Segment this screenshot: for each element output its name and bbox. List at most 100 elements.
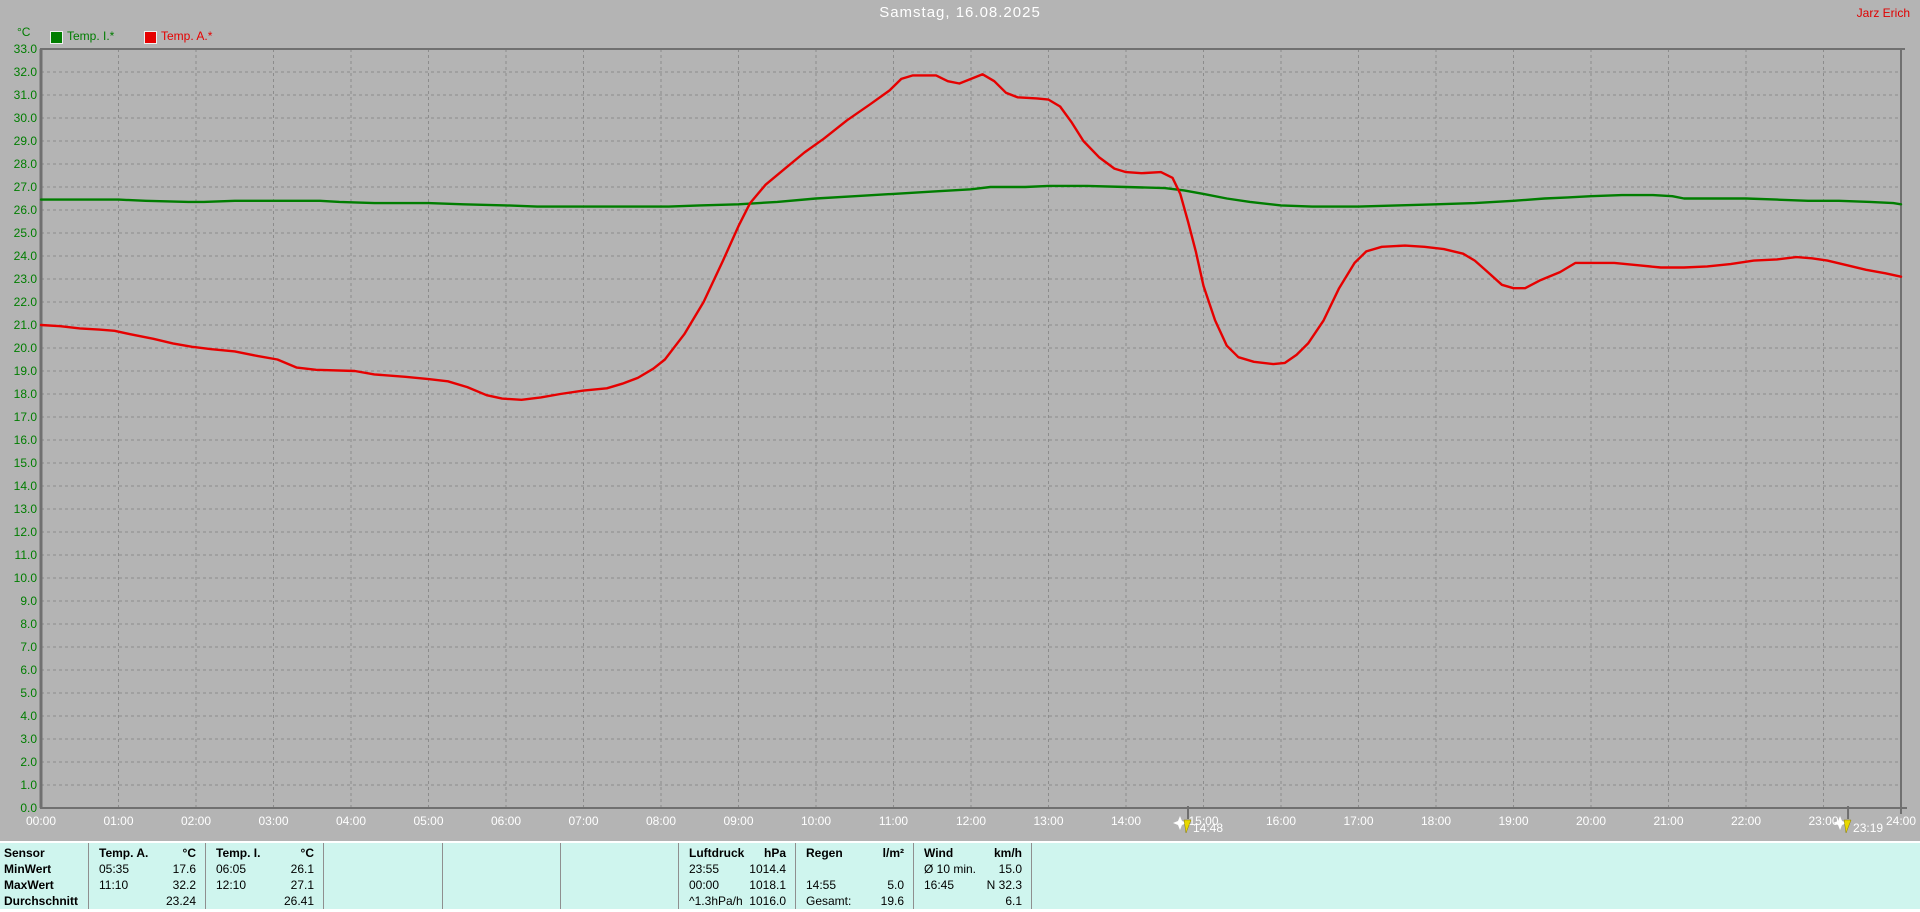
svg-text:14:00: 14:00 — [1111, 814, 1141, 828]
y-axis-labels: 0.0 1.0 2.0 3.0 4.0 5.0 6.0 7.0 8.0 9.0 10.0 11.0 12… — [14, 42, 38, 815]
svg-text:07:00: 07:00 — [568, 814, 598, 828]
svg-text:24.0: 24.0 — [14, 249, 38, 263]
event-marker[interactable]: 14:48 — [1173, 806, 1223, 835]
svg-text:32.0: 32.0 — [14, 65, 38, 79]
svg-text:1.0: 1.0 — [20, 778, 37, 792]
table-sensor-column: Luftdruck hPa 23:55 1014.4 00:00 1018.1 ^1.3hP… — [678, 843, 796, 909]
legend-label-temp-i: Temp. I.* — [67, 29, 115, 43]
svg-text:18:00: 18:00 — [1421, 814, 1451, 828]
svg-text:29.0: 29.0 — [14, 134, 38, 148]
table-empty-column — [442, 843, 561, 909]
svg-text:12:00: 12:00 — [956, 814, 986, 828]
page-title: Samstag, 16.08.2025 — [879, 4, 1041, 21]
plot-border — [39, 48, 1907, 814]
column-header-unit: °C — [300, 846, 314, 860]
svg-text:23:00: 23:00 — [1808, 814, 1838, 828]
table-sensor-column: Temp. A. °C 05:35 17.6 11:10 32.2 23.24 — [88, 843, 206, 909]
temp-i-swatch-icon — [50, 31, 63, 44]
svg-text:20.0: 20.0 — [14, 341, 38, 355]
svg-text:06:00: 06:00 — [491, 814, 521, 828]
column-header-unit: l/m² — [882, 846, 904, 860]
statistics-table: Sensor MinWert MaxWert Durchschnitt Temp. A.… — [0, 841, 1920, 911]
cell-time: 14:55 — [806, 878, 837, 892]
svg-text:13:00: 13:00 — [1033, 814, 1063, 828]
table-row-label: Durchschnitt — [4, 894, 79, 908]
cell-value: 19.6 — [880, 894, 904, 908]
flag-icon — [1183, 819, 1192, 834]
svg-text:22:00: 22:00 — [1731, 814, 1761, 828]
svg-text:2.0: 2.0 — [20, 755, 37, 769]
cell-value: 5.0 — [887, 878, 904, 892]
column-header-name: Temp. I. — [216, 846, 261, 860]
svg-text:19:00: 19:00 — [1498, 814, 1528, 828]
svg-text:09:00: 09:00 — [723, 814, 753, 828]
cell-time: 16:45 — [924, 878, 955, 892]
svg-text:10:00: 10:00 — [801, 814, 831, 828]
x-axis-labels: 00:00 01:00 02:00 03:00 04:00 05:00 06:00 07:00… — [26, 814, 1916, 828]
column-header-name: Wind — [924, 846, 954, 860]
svg-text:15:00: 15:00 — [1188, 814, 1218, 828]
svg-text:0.0: 0.0 — [20, 801, 37, 815]
column-header-name: Luftdruck — [689, 846, 745, 860]
svg-text:04:00: 04:00 — [336, 814, 366, 828]
bottom-strip — [0, 909, 1920, 912]
svg-text:31.0: 31.0 — [14, 88, 38, 102]
table-sensor-column: Temp. I. °C 06:05 26.1 12:10 27.1 26.41 — [205, 843, 324, 909]
cell-time: 12:10 — [216, 878, 247, 892]
cell-time: 11:10 — [99, 878, 129, 892]
table-empty-column — [323, 843, 443, 909]
svg-text:22.0: 22.0 — [14, 295, 38, 309]
svg-text:20:00: 20:00 — [1576, 814, 1606, 828]
cell-value: 1016.0 — [749, 894, 786, 908]
svg-text:25.0: 25.0 — [14, 226, 38, 240]
cell-value: 26.1 — [290, 862, 314, 876]
svg-text:21.0: 21.0 — [14, 318, 38, 332]
svg-text:4.0: 4.0 — [20, 709, 37, 723]
table-row-label: MinWert — [4, 862, 52, 876]
event-marker-time: 23:19 — [1853, 821, 1883, 835]
sparkle-icon — [1173, 816, 1187, 830]
cell-time: 00:00 — [689, 878, 720, 892]
svg-text:6.0: 6.0 — [20, 663, 37, 677]
svg-text:30.0: 30.0 — [14, 111, 38, 125]
svg-text:15.0: 15.0 — [14, 456, 38, 470]
svg-text:03:00: 03:00 — [258, 814, 288, 828]
svg-text:27.0: 27.0 — [14, 180, 38, 194]
svg-text:5.0: 5.0 — [20, 686, 37, 700]
svg-text:16.0: 16.0 — [14, 433, 38, 447]
svg-text:9.0: 9.0 — [20, 594, 37, 608]
svg-text:10.0: 10.0 — [14, 571, 38, 585]
table-empty-column — [1031, 843, 1920, 909]
event-marker-time: 14:48 — [1193, 821, 1223, 835]
svg-text:7.0: 7.0 — [20, 640, 37, 654]
svg-text:26.0: 26.0 — [14, 203, 38, 217]
svg-text:3.0: 3.0 — [20, 732, 37, 746]
cell-value: 32.2 — [172, 878, 196, 892]
grid-lines — [41, 49, 1901, 808]
cell-value: 15.0 — [998, 862, 1022, 876]
svg-text:19.0: 19.0 — [14, 364, 38, 378]
legend-label-temp-a: Temp. A.* — [161, 29, 213, 43]
svg-text:11:00: 11:00 — [879, 814, 908, 828]
table-row-label-column: Sensor MinWert MaxWert Durchschnitt — [0, 843, 88, 909]
table-sensor-column: Regen l/m² 14:55 5.0 Gesamt: 19.6 — [795, 843, 914, 909]
svg-text:18.0: 18.0 — [14, 387, 38, 401]
cell-time: Ø 10 min. — [924, 862, 977, 876]
event-marker[interactable]: 23:19 — [1833, 806, 1883, 835]
svg-text:02:00: 02:00 — [181, 814, 211, 828]
column-header-unit: hPa — [763, 846, 786, 860]
author-label: Jarz Erich — [1856, 6, 1910, 20]
column-header-name: Temp. A. — [99, 846, 149, 860]
svg-text:13.0: 13.0 — [14, 502, 38, 516]
cell-value: N 32.3 — [986, 878, 1022, 892]
table-sensor-column: Wind km/h Ø 10 min. 15.0 16:45 N 32.3 6.1 — [913, 843, 1032, 909]
svg-text:08:00: 08:00 — [646, 814, 676, 828]
cell-time: ^1.3hPa/h — [689, 894, 743, 908]
svg-text:14.0: 14.0 — [14, 479, 38, 493]
table-row-label: Sensor — [4, 846, 45, 860]
temp-a-line — [39, 73, 1903, 401]
cell-value: 17.6 — [172, 862, 196, 876]
table-empty-column — [560, 843, 679, 909]
column-header-unit: km/h — [993, 846, 1022, 860]
temperature-chart: 0.0 1.0 2.0 3.0 4.0 5.0 6.0 7.0 8.0 9.0 10.0 11.0 12… — [14, 42, 1917, 835]
